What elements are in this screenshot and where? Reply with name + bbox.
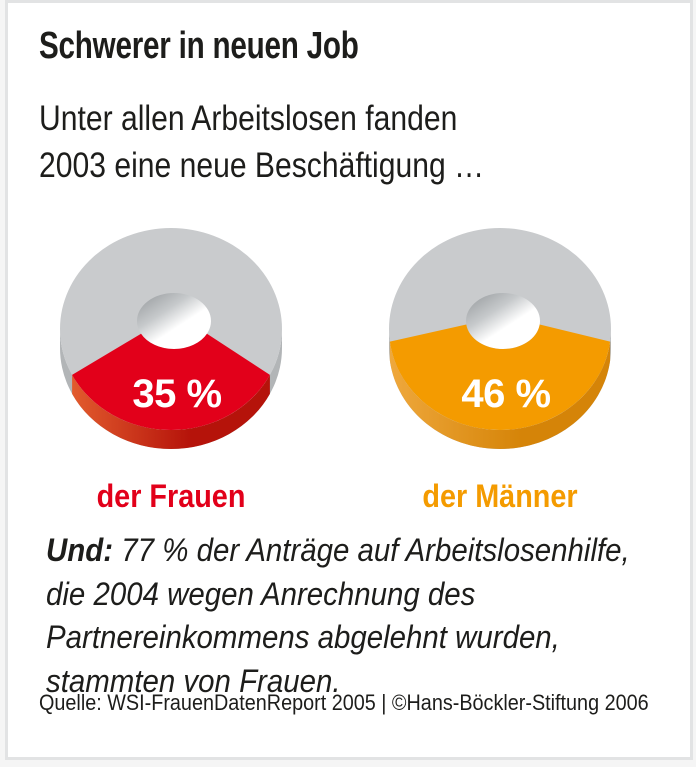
donut-caption-frauen: der Frauen bbox=[96, 478, 246, 514]
percent-label: 46 % bbox=[461, 372, 550, 416]
subtitle-line-2: 2003 eine neue Beschäftigung … bbox=[39, 146, 485, 185]
footnote-line: die 2004 wegen Anrechnung des bbox=[46, 575, 476, 612]
donut-chart-maenner: 46 % bbox=[389, 228, 611, 449]
footnote-lead: Und: bbox=[46, 532, 114, 568]
donut-wedge bbox=[72, 333, 270, 430]
footnote-text: 77 % der Anträge auf Arbeitslosenhilfe, bbox=[121, 532, 630, 568]
donut-chart-frauen: 35 % bbox=[60, 228, 282, 449]
donut-wedge bbox=[389, 324, 611, 430]
infographic-card: Schwerer in neuen Job Unter allen Arbeit… bbox=[5, 0, 693, 760]
donut-side-wedge bbox=[72, 374, 270, 449]
donut-side-wedge bbox=[389, 341, 611, 449]
footnote-line: Partnereinkommens abgelehnt wurden, bbox=[46, 619, 560, 655]
subtitle: Unter allen Arbeitslosen fanden 2003 ein… bbox=[39, 95, 484, 189]
footnote-line: stammten von Frauen. bbox=[46, 662, 341, 699]
footnote-line: Und: 77 % der Anträge auf Arbeitslosenhil… bbox=[46, 529, 630, 573]
footnote: Und: 77 % der Anträge auf Arbeitslosenhil… bbox=[46, 529, 630, 703]
donut-hole bbox=[464, 291, 542, 351]
donut-hole bbox=[135, 291, 213, 351]
page-title: Schwerer in neuen Job bbox=[39, 25, 359, 67]
percent-label: 35 % bbox=[132, 372, 221, 416]
subtitle-line-1: Unter allen Arbeitslosen fanden bbox=[39, 99, 458, 138]
donut-caption-maenner: der Männer bbox=[422, 478, 578, 514]
source-line: Quelle: WSI-FrauenDatenReport 2005 | ©Ha… bbox=[39, 690, 649, 715]
